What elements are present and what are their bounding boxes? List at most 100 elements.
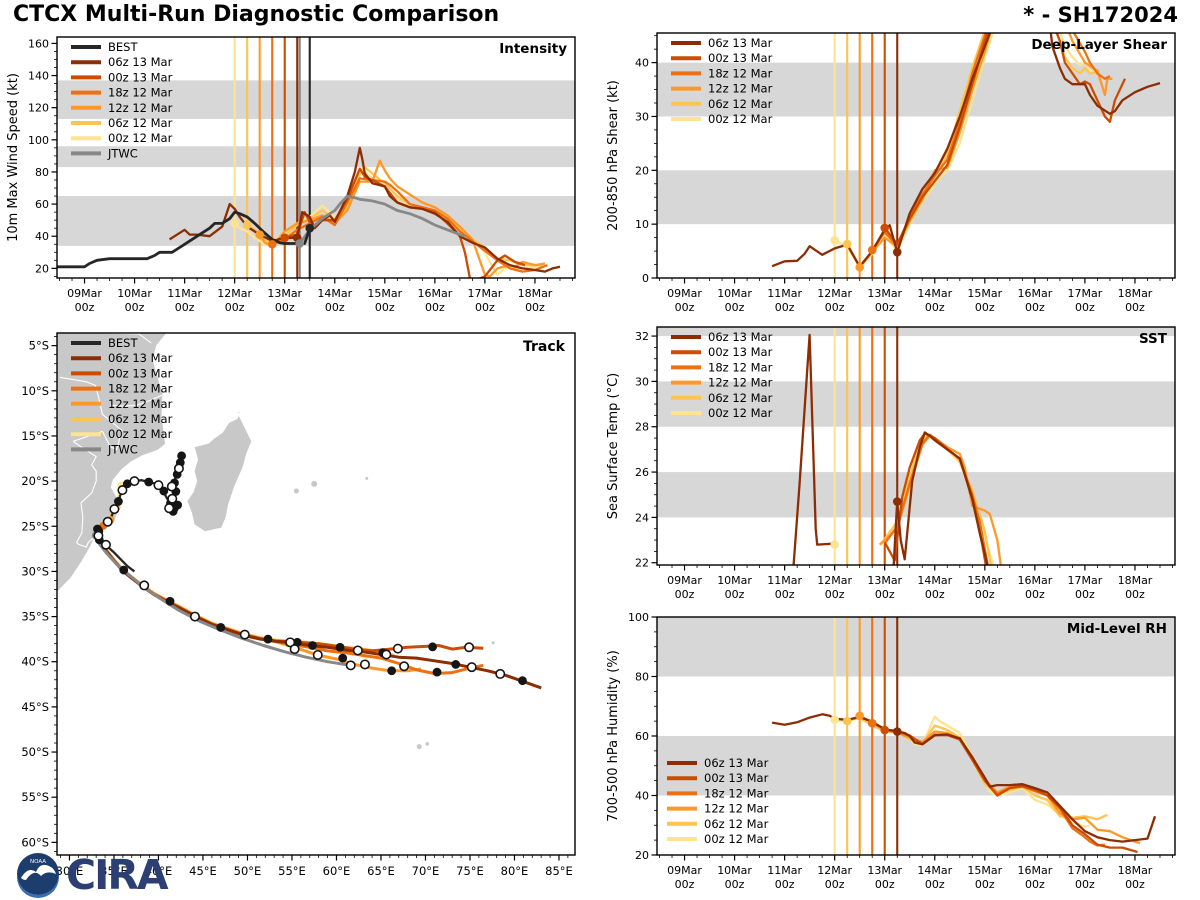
y-tick-label: 80	[635, 671, 649, 684]
y-tick-label: 30	[635, 375, 649, 388]
y-tick-label: 60	[635, 730, 649, 743]
position-marker-open	[166, 481, 177, 492]
position-marker-filled	[263, 634, 273, 644]
series-r2	[883, 33, 1127, 246]
panel-rh-svg: 09Mar00z10Mar00z11Mar00z12Mar00z13Mar00z…	[606, 611, 1176, 891]
y-tick-label: 20	[635, 849, 649, 862]
position-marker-filled	[387, 666, 397, 676]
shaded-band	[657, 170, 1175, 225]
legend-label-jtwc: JTWC	[107, 146, 138, 160]
island	[293, 488, 299, 494]
x-tick-label: 11Mar	[767, 864, 802, 877]
legend-label-r2: 00z 13 Mar	[108, 70, 173, 84]
x-tick-label: 11Mar	[767, 574, 802, 587]
y-tick-label: 22	[635, 557, 649, 570]
y-tick-label: 40	[35, 230, 49, 243]
country-border	[110, 394, 163, 407]
x-tick-label: 00z	[1075, 878, 1095, 891]
y-tick-label: 40°S	[21, 655, 49, 669]
position-marker-open	[153, 480, 164, 491]
island	[311, 480, 318, 487]
position-marker-filled	[428, 642, 437, 652]
axes-frame	[56, 36, 576, 279]
x-tick-label: 00z	[125, 301, 145, 314]
position-marker-filled	[451, 660, 461, 669]
init-marker-r1	[892, 247, 902, 257]
x-tick-label: 00z	[1125, 301, 1145, 314]
init-marker-r5	[842, 716, 852, 726]
y-tick-label: 100	[28, 134, 49, 147]
x-tick-label: 11Mar	[167, 287, 202, 300]
x-tick-label: 13Mar	[267, 287, 302, 300]
position-marker-open	[381, 649, 392, 660]
legend-label-r2: 00z 13 Mar	[108, 366, 173, 380]
x-tick-label: 00z	[875, 301, 895, 314]
x-tick-label: 00z	[825, 878, 845, 891]
x-tick-label: 10Mar	[117, 287, 152, 300]
x-tick-label: 10Mar	[717, 864, 752, 877]
x-tick-label: 15Mar	[967, 574, 1002, 587]
init-marker-r2	[280, 233, 290, 243]
position-marker-filled	[432, 667, 442, 677]
axes-frame	[656, 326, 1176, 566]
y-tick-label: 10°S	[21, 384, 49, 398]
x-tick-label: 14Mar	[917, 287, 952, 300]
x-tick-label: 80°E	[501, 864, 529, 878]
axes-frame	[56, 332, 576, 856]
x-tick-label: 00z	[375, 301, 395, 314]
landmass	[186, 409, 253, 533]
legend-label-r4: 12z 12 Mar	[108, 101, 173, 115]
x-tick-label: 00z	[475, 301, 495, 314]
legend-label-r4: 12z 12 Mar	[708, 376, 773, 390]
x-tick-label: 65°E	[367, 864, 395, 878]
position-marker-open	[239, 629, 250, 640]
x-tick-label: 35°E	[100, 864, 128, 878]
track-map: 30°E 35°E 40°E 45°E 50°E 55°E 60°E 65°E 70°E 75°E…	[2, 325, 583, 900]
cira-logo-text: CIRA	[66, 851, 169, 898]
legend-label-r5: 06z 12 Mar	[108, 412, 173, 426]
y-tick-label: 15°S	[21, 429, 49, 443]
y-tick-label: 45°S	[21, 700, 49, 714]
x-tick-label: 00z	[775, 878, 795, 891]
x-tick-label: 55°E	[278, 864, 306, 878]
y-tick-label: 25°S	[21, 519, 49, 533]
legend-label-r1: 06z 13 Mar	[108, 351, 173, 365]
axis-ticks: 09Mar00z10Mar00z11Mar00z12Mar00z13Mar00z…	[635, 330, 1173, 601]
x-tick-label: 16Mar	[1017, 864, 1052, 877]
country-border	[59, 376, 123, 451]
position-marker-filled	[216, 623, 226, 632]
legend-label-r1: 06z 13 Mar	[708, 36, 773, 50]
shaded-band	[57, 146, 575, 168]
legend-label-r5: 06z 12 Mar	[708, 97, 773, 111]
legend-label-r6: 00z 12 Mar	[704, 832, 769, 846]
position-marker-filled	[173, 500, 182, 510]
position-marker-open	[164, 503, 175, 514]
init-marker-r3	[867, 718, 877, 728]
noaa-logo-text: NOAA	[30, 859, 46, 865]
x-tick-label: 17Mar	[1068, 287, 1103, 300]
axis-ticks: 09Mar00z10Mar00z11Mar00z12Mar00z13Mar00z…	[635, 35, 1173, 314]
series-r6	[834, 33, 1096, 269]
init-marker-jtwc	[295, 239, 305, 248]
position-marker-filled	[335, 642, 345, 652]
x-tick-label: 00z	[225, 301, 245, 314]
x-tick-label: 12Mar	[817, 287, 852, 300]
position-marker-open	[100, 539, 111, 550]
axis-ticks: 30°E 35°E 40°E 45°E 50°E 55°E 60°E 65°E 70°E 75°E…	[21, 336, 573, 878]
x-tick-label: 16Mar	[1017, 287, 1052, 300]
x-tick-label: 18Mar	[1118, 287, 1153, 300]
legend-label-r3: 18z 12 Mar	[108, 86, 173, 100]
x-tick-label: 00z	[1025, 878, 1045, 891]
legend-label-r2: 00z 13 Mar	[704, 771, 769, 785]
x-tick-label: 00z	[925, 301, 945, 314]
country-border	[72, 440, 97, 504]
panel-title: Intensity	[499, 41, 567, 57]
position-marker-filled	[114, 497, 123, 506]
x-tick-label: 18Mar	[1118, 574, 1153, 587]
init-marker-r6	[830, 236, 839, 245]
position-marker-filled	[119, 565, 129, 575]
position-marker-open	[345, 660, 356, 671]
x-tick-label: 11Mar	[767, 287, 802, 300]
panel-title: Mid-Level RH	[1067, 621, 1167, 637]
